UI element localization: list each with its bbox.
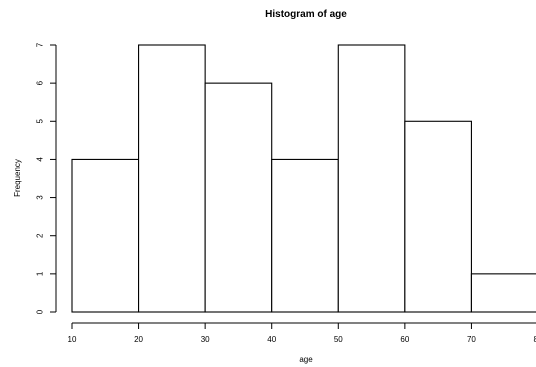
y-axis: 0 1 2 3 4 5 6 7 — [36, 42, 57, 314]
y-tick-label-1: 1 — [36, 271, 45, 276]
x-tick-label-20: 20 — [134, 335, 143, 344]
y-tick-label-7: 7 — [36, 42, 45, 47]
histogram-bar-50-60 — [337, 44, 406, 313]
x-axis-title: age — [299, 355, 313, 364]
y-tick-label-0: 0 — [36, 309, 45, 314]
histogram-bar-40-50 — [271, 158, 339, 313]
y-tick-label-6: 6 — [36, 80, 45, 85]
x-tick-label-80: 80 — [534, 335, 536, 344]
x-tick-label-10: 10 — [68, 335, 77, 344]
chart-title: Histogram of age — [265, 9, 347, 20]
x-tick-label-70: 70 — [467, 335, 476, 344]
histogram-bar-30-40 — [204, 82, 273, 313]
histogram-bar-20-30 — [138, 44, 206, 313]
x-tick-label-40: 40 — [267, 335, 276, 344]
y-tick-label-5: 5 — [36, 119, 45, 124]
x-tick-label-30: 30 — [201, 335, 210, 344]
y-axis-title: Frequency — [13, 159, 22, 197]
x-tick-label-60: 60 — [400, 335, 409, 344]
histogram-bar-10-20 — [71, 158, 140, 313]
y-tick-label-3: 3 — [36, 195, 45, 200]
x-axis: 10 20 30 40 50 60 70 80 — [68, 322, 536, 344]
y-tick-label-2: 2 — [36, 233, 45, 238]
y-tick-label-4: 4 — [36, 157, 45, 162]
x-tick-label-50: 50 — [334, 335, 343, 344]
bars-group — [71, 44, 536, 313]
histogram-bar-60-70 — [404, 120, 472, 313]
histogram-bar-70-80 — [470, 273, 536, 313]
